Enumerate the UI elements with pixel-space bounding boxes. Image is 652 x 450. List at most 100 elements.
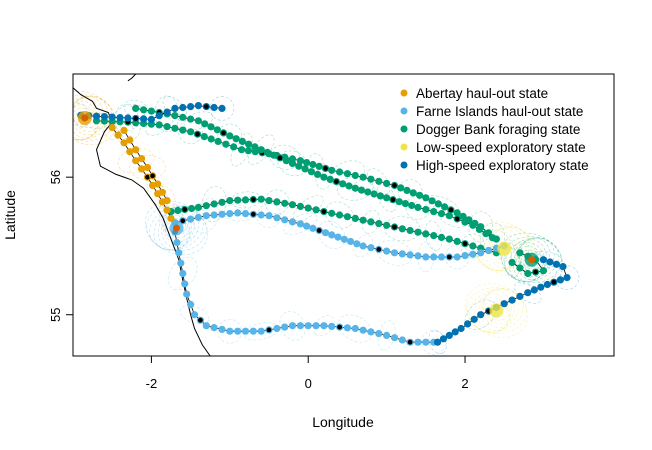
track-point-dogger bbox=[282, 157, 290, 165]
track-point-dogger bbox=[422, 230, 430, 238]
track-point-farne bbox=[469, 250, 477, 258]
track-point-farne bbox=[398, 336, 406, 344]
track-point-highspeed bbox=[537, 283, 545, 291]
track-point-highspeed bbox=[171, 104, 179, 112]
track-point-dogger bbox=[163, 123, 171, 131]
track-point-dogger bbox=[263, 148, 271, 156]
uncertainty-ellipse bbox=[508, 237, 555, 282]
track-point-dogger bbox=[132, 104, 140, 112]
track-point-farne bbox=[241, 327, 250, 335]
track-point-farne bbox=[359, 326, 367, 334]
legend-label-farne: Farne Islands haul-out state bbox=[416, 104, 583, 119]
uncertainty-ellipse bbox=[338, 314, 373, 343]
uncertainty-ellipse bbox=[209, 96, 235, 121]
uncertainty-ellipse bbox=[325, 201, 354, 229]
track-point-dogger bbox=[303, 159, 311, 167]
track-point-dogger bbox=[351, 171, 359, 180]
track-point-dogger bbox=[326, 175, 334, 183]
track-point-dogger bbox=[171, 112, 179, 120]
track-point-abertay bbox=[132, 157, 140, 165]
track-point-dogger bbox=[375, 220, 383, 228]
track-point-dogger bbox=[430, 232, 438, 240]
track-point-dogger bbox=[397, 184, 405, 192]
track-point-farne bbox=[367, 244, 375, 252]
track-point-highspeed bbox=[546, 258, 554, 266]
x-tick-label: 0 bbox=[305, 376, 312, 391]
track-point-dogger bbox=[222, 140, 230, 148]
track-point-highspeed bbox=[210, 103, 218, 112]
legend: Abertay haul-out state Farne Islands haul… bbox=[400, 86, 589, 173]
track-point-dogger bbox=[210, 200, 218, 208]
track-point-farne bbox=[334, 233, 342, 241]
haulout-markers bbox=[77, 111, 539, 318]
uncertainty-ellipse bbox=[145, 201, 208, 256]
track-point-highspeed bbox=[552, 260, 561, 268]
legend-marker-lowspeed bbox=[400, 143, 408, 151]
uncertainty-ellipse bbox=[473, 288, 520, 333]
track-point-highspeed bbox=[187, 103, 195, 111]
track-point-unclassified bbox=[250, 211, 256, 217]
track-point-dogger bbox=[296, 202, 304, 210]
uncertainty-ellipse bbox=[146, 204, 207, 252]
track-point-dogger bbox=[524, 269, 532, 278]
track-point-unclassified bbox=[448, 207, 454, 213]
track-point-dogger bbox=[288, 201, 297, 209]
track-point-dogger bbox=[430, 208, 438, 216]
track-point-dogger bbox=[370, 190, 378, 198]
track-point-dogger bbox=[213, 126, 221, 134]
uncertainty-ellipse bbox=[73, 94, 116, 142]
legend-marker-dogger bbox=[400, 125, 408, 133]
track-point-dogger bbox=[234, 196, 242, 204]
axes: -2 0 2 55 56 bbox=[48, 170, 469, 391]
track-point-unclassified bbox=[392, 224, 397, 230]
track-point-unclassified bbox=[551, 279, 557, 285]
track-point-highspeed bbox=[434, 338, 442, 346]
track-point-farne bbox=[359, 242, 367, 250]
track-point-farne bbox=[390, 334, 399, 342]
y-axis-title: Latitude bbox=[2, 190, 18, 240]
track-point-farne bbox=[383, 331, 391, 339]
track-point-dogger bbox=[295, 162, 303, 170]
track-point-dogger bbox=[428, 197, 436, 205]
uncertainty-ellipse bbox=[501, 236, 562, 284]
uncertainty-ellipse bbox=[73, 97, 101, 139]
track-point-dogger bbox=[422, 194, 430, 202]
uncertainty-ellipse bbox=[337, 175, 374, 201]
track-point-abertay bbox=[154, 180, 162, 188]
haulout-marker bbox=[81, 114, 89, 122]
track-point-farne bbox=[485, 246, 493, 255]
uncertainty-ellipse bbox=[517, 242, 546, 277]
uncertainty-ellipse bbox=[283, 213, 318, 235]
track-point-dogger bbox=[328, 209, 336, 217]
track-point-farne bbox=[179, 269, 187, 278]
uncertainty-ellipse bbox=[192, 198, 220, 234]
x-tick-label: -2 bbox=[146, 376, 158, 391]
track-point-dogger bbox=[469, 242, 477, 250]
track-point-unclassified bbox=[150, 173, 156, 179]
track-point-farne bbox=[281, 323, 289, 331]
legend-label-lowspeed: Low-speed exploratory state bbox=[416, 140, 586, 155]
track-point-farne bbox=[202, 322, 210, 330]
track-point-farne bbox=[383, 247, 391, 255]
uncertainty-ellipse bbox=[514, 281, 542, 304]
track-point-unclassified bbox=[221, 130, 226, 136]
track-point-abertay bbox=[138, 155, 146, 163]
uncertainty-ellipse bbox=[73, 104, 99, 132]
track-point-farne bbox=[390, 249, 399, 257]
track-point-dogger bbox=[364, 188, 372, 196]
track-point-dogger bbox=[155, 121, 163, 129]
track-point-dogger bbox=[307, 168, 315, 176]
track-point-farne bbox=[288, 218, 297, 226]
track-point-farne bbox=[265, 212, 273, 220]
track-point-farne bbox=[312, 322, 320, 330]
track-point-abertay bbox=[163, 197, 171, 205]
track-point-farne bbox=[177, 259, 185, 267]
track-point-dogger bbox=[238, 137, 246, 145]
track-point-highspeed bbox=[470, 315, 478, 323]
track-point-farne bbox=[175, 249, 183, 257]
uncertainty-ellipse bbox=[421, 329, 446, 355]
uncertainty-ellipse bbox=[513, 237, 551, 282]
track-point-dogger bbox=[187, 115, 195, 123]
track-point-dogger bbox=[257, 146, 265, 154]
track-point-dogger bbox=[265, 197, 273, 205]
